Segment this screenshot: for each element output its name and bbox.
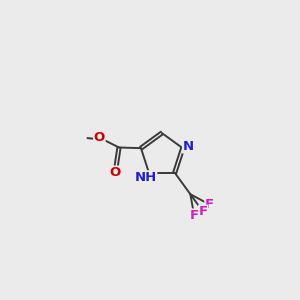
Text: NH: NH (134, 171, 157, 184)
Text: F: F (205, 198, 214, 211)
Text: N: N (183, 140, 194, 153)
Text: O: O (94, 131, 105, 144)
Text: F: F (190, 209, 199, 222)
Text: O: O (110, 166, 121, 179)
Text: F: F (199, 205, 208, 218)
